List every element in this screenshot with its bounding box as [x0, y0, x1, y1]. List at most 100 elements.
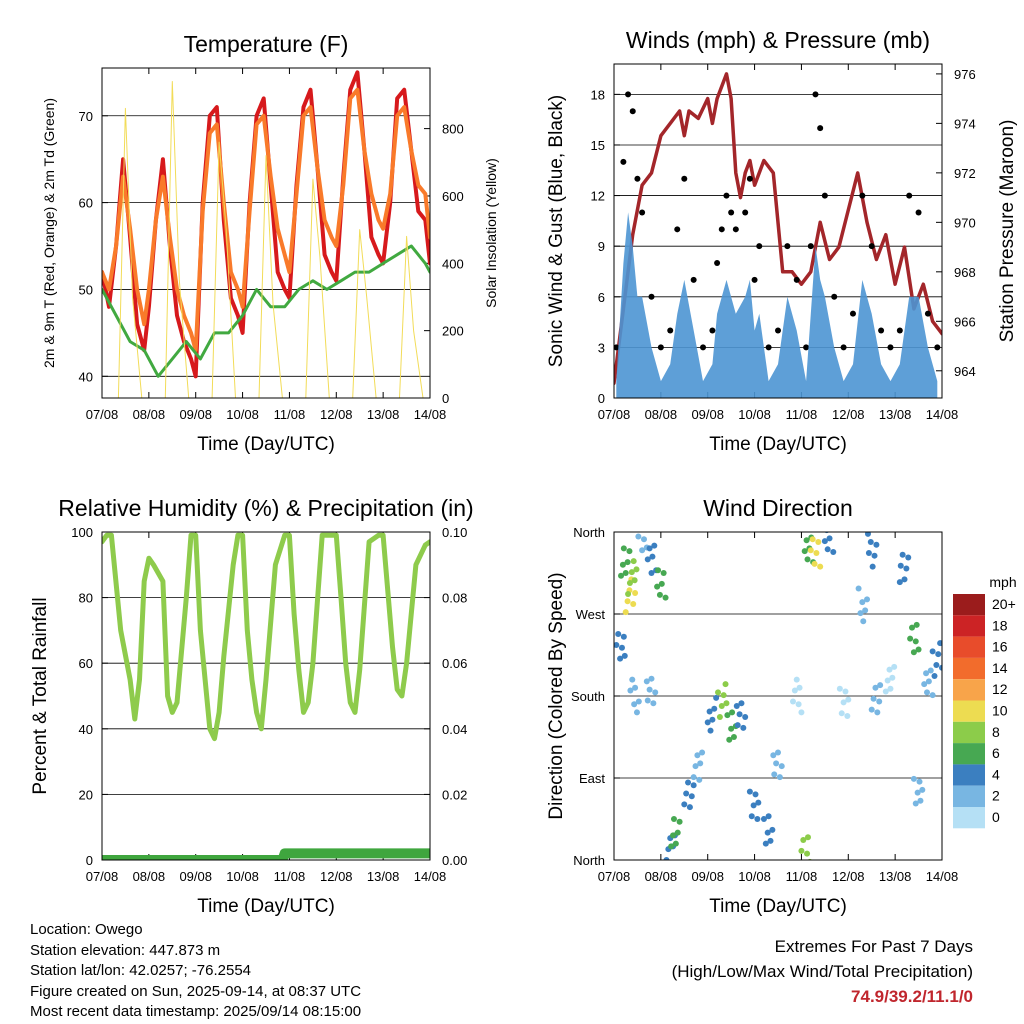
direction-point: [630, 558, 637, 565]
direction-point: [871, 552, 878, 559]
direction-point: [869, 563, 876, 570]
humidity-ytick-label: 20: [79, 787, 93, 802]
humidity-y2tick-label: 0.02: [442, 787, 467, 802]
direction-point: [654, 583, 661, 590]
direction-point: [803, 537, 810, 544]
direction-point: [815, 539, 822, 546]
gust-point: [674, 226, 681, 233]
direction-point: [925, 678, 932, 685]
direction-point: [748, 813, 755, 820]
winds-y2tick-label: 970: [954, 215, 976, 230]
temperature-y2tick-label: 200: [442, 324, 464, 339]
winds-ytick-label: 15: [591, 138, 605, 153]
gust-point: [732, 226, 739, 233]
gust-point: [859, 192, 866, 199]
direction-point: [884, 677, 891, 684]
direction-point: [670, 832, 677, 839]
direction-point: [907, 635, 914, 642]
direction-point: [859, 599, 866, 606]
humidity-xlabel: Time (Day/UTC): [197, 896, 335, 917]
direction-point: [625, 590, 632, 597]
direction-point: [690, 782, 697, 789]
direction-point: [796, 684, 803, 691]
direction-point: [927, 667, 934, 674]
gust-point: [714, 260, 721, 267]
direction-point: [760, 816, 767, 822]
direction-point: [620, 545, 627, 552]
gust-point: [812, 91, 819, 98]
legend-label: 4: [992, 766, 1000, 782]
direction-point: [629, 676, 636, 683]
winds-plot-area: [614, 72, 942, 398]
direction-point: [668, 843, 675, 850]
humidity-series-rh: [102, 532, 430, 742]
direction-point: [910, 775, 917, 782]
gust-point: [817, 125, 824, 132]
winds-frame: [613, 63, 943, 399]
humidity-ytick-label: 40: [79, 722, 93, 737]
temperature-xtick-label: 09/08: [179, 407, 212, 422]
direction-point: [670, 859, 674, 860]
direction-point: [681, 801, 688, 808]
direction-point: [924, 689, 931, 696]
direction-point: [867, 539, 874, 546]
legend-swatch: [953, 764, 985, 786]
direction-xlabel: Time (Day/UTC): [709, 896, 847, 917]
direction-point: [652, 689, 659, 696]
direction-point: [711, 705, 718, 712]
legend-label: 6: [992, 745, 1000, 761]
gust-point: [793, 276, 800, 283]
direction-ytick-label: East: [579, 771, 605, 786]
temperature-ytick-label: 70: [79, 109, 93, 124]
winds-xtick-label: 12/08: [832, 407, 865, 422]
direction-point: [868, 706, 875, 713]
direction-point: [633, 566, 640, 573]
direction-point: [789, 698, 796, 705]
gust-point: [775, 327, 781, 334]
direction-point: [672, 840, 679, 847]
direction-point: [650, 700, 657, 707]
direction-point: [627, 687, 634, 694]
temperature-xtick-label: 07/08: [86, 407, 119, 422]
humidity-y2tick-label: 0.06: [442, 656, 467, 671]
humidity-plot-area: [102, 532, 430, 860]
direction-point: [933, 662, 940, 669]
direction-point: [762, 840, 769, 847]
direction-point: [824, 546, 831, 553]
gust-point: [868, 243, 875, 250]
direction-point: [631, 701, 638, 708]
gust-point: [887, 344, 894, 351]
gust-point: [906, 192, 913, 199]
legend-swatch: [953, 785, 985, 807]
direction-point: [720, 692, 727, 699]
humidity-ytick-label: 80: [79, 591, 93, 606]
direction-point: [718, 703, 725, 710]
direction-point: [662, 594, 669, 601]
direction-point: [729, 709, 736, 716]
humidity-xtick-label: 07/08: [86, 869, 119, 884]
temperature-series-2m-td: [102, 244, 430, 378]
direction-point: [821, 538, 828, 545]
direction-point: [917, 797, 924, 804]
winds-ytick-label: 18: [591, 87, 605, 102]
gust-point: [803, 344, 810, 351]
temperature-ytick-label: 60: [79, 196, 93, 211]
direction-point: [865, 549, 872, 556]
gust-point: [746, 175, 753, 182]
legend-swatch: [953, 807, 985, 829]
winds-chart: [613, 63, 943, 399]
direction-point: [919, 786, 926, 793]
gust-point: [625, 91, 632, 98]
direction-point: [632, 590, 639, 597]
direction-point: [656, 591, 663, 598]
winds-xtick-label: 14/08: [926, 407, 959, 422]
direction-point: [697, 760, 704, 767]
direction-point: [752, 791, 759, 798]
direction-point: [929, 648, 936, 655]
direction-xtick-label: 11/08: [786, 869, 818, 884]
direction-point: [755, 799, 762, 806]
gust-point: [934, 344, 941, 351]
direction-point: [886, 666, 893, 673]
temperature-title: Temperature (F): [184, 31, 349, 57]
humidity-series-precip: [102, 848, 430, 860]
